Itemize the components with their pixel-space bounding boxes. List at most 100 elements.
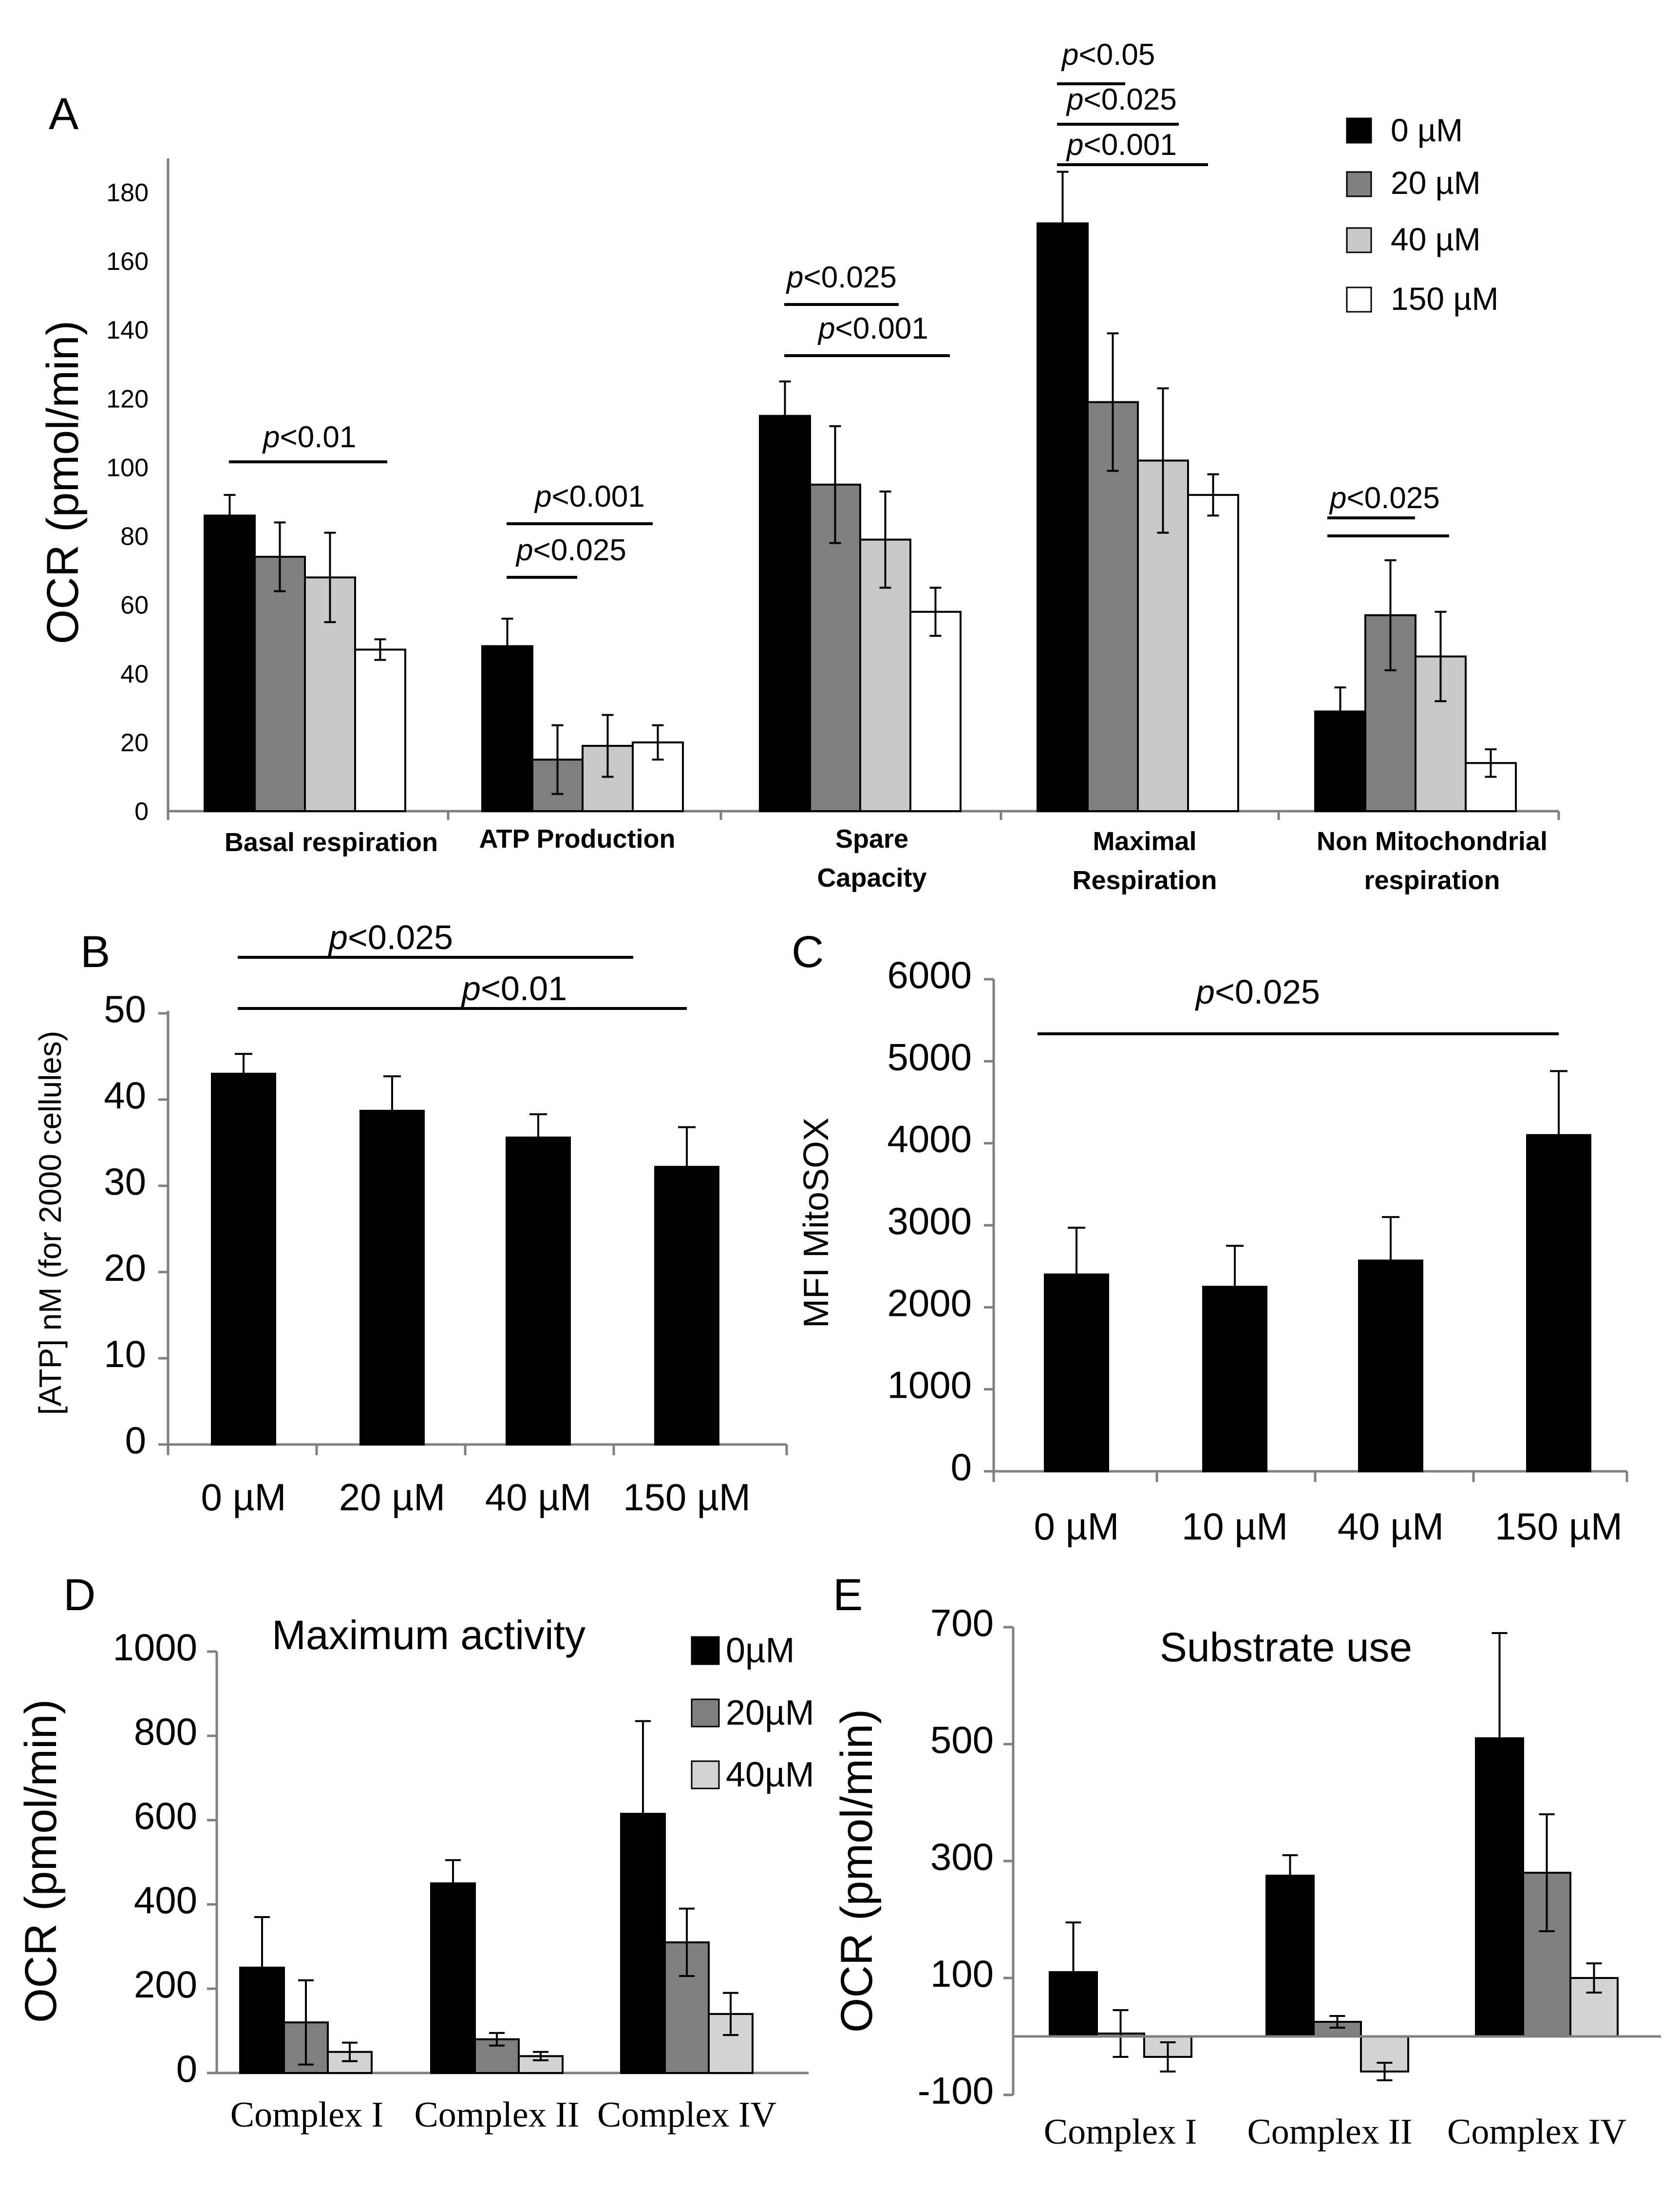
panel-d: D Maximum activity 0 200 400 600 800 1000 OCR… <box>16 1570 814 2135</box>
y-tick-label: 600 <box>134 1794 197 1837</box>
panel-e-ticks: -100 100 300 500 700 <box>918 1601 1013 2112</box>
panel-b-bars: 0 µM 20 µM 40 µM 150 µM <box>201 1053 751 1519</box>
x-tick-label: Complex IV <box>1447 2112 1626 2152</box>
y-tick-label: 40 <box>104 1074 146 1117</box>
y-tick-label: 180 <box>106 179 149 207</box>
x-tick-label: 40 µM <box>485 1476 591 1519</box>
panel-a-pvalue: p<0.01 <box>262 420 356 454</box>
panel-c-y-label: MFI MitoSOX <box>797 1118 836 1328</box>
y-tick-label: 700 <box>930 1601 994 1644</box>
x-tick-label: Complex II <box>1247 2112 1412 2152</box>
legend-label: 0 µM <box>1391 112 1463 148</box>
y-tick-label: 20 <box>104 1246 146 1289</box>
legend-label: 20µM <box>726 1693 814 1732</box>
y-tick-label: 200 <box>134 1963 197 2006</box>
y-tick-label: 30 <box>104 1160 146 1203</box>
y-tick-label: 1000 <box>887 1364 972 1407</box>
x-tick-label: 40 µM <box>1338 1505 1444 1548</box>
panel-d-legend: 0µM 20µM 40µM <box>691 1631 814 1794</box>
panel-a-gridlines: 0 20 40 60 80 100 120 140 160 180 <box>106 179 1560 826</box>
panel-c-bars: 0 µM 10 µM 40 µM 150 µM <box>1034 1070 1623 1548</box>
bar-0um <box>1265 1875 1315 2037</box>
y-tick-label: 100 <box>930 1952 994 1995</box>
panel-e-bars: Complex I Complex II Complex IV <box>1044 1632 1626 2152</box>
y-tick-label: 3000 <box>887 1199 972 1242</box>
x-tick-label: Complex IV <box>597 2095 776 2135</box>
bar-40um <box>518 2055 564 2074</box>
y-tick-label: 0 <box>125 1419 146 1462</box>
panel-a-legend: 0 µM 20 µM 40 µM 150 µM <box>1346 112 1498 317</box>
panel-a-category-maximal-respiration: Maximal Respiration <box>1072 827 1217 895</box>
legend-swatch-20um <box>1346 171 1372 197</box>
y-tick-label: 800 <box>134 1710 197 1753</box>
y-tick-label: 100 <box>106 454 149 482</box>
y-tick-label: 300 <box>930 1835 994 1878</box>
panel-a-pvalue: p<0.025 <box>515 533 626 567</box>
x-tick-label: Complex I <box>1044 2112 1197 2152</box>
y-tick-label: 120 <box>106 385 149 413</box>
bar <box>1526 1134 1591 1472</box>
panel-d-label: D <box>63 1570 95 1620</box>
bar-150um <box>909 610 962 813</box>
panel-a-category-atp-production: ATP Production <box>479 824 676 854</box>
bar-150um <box>354 648 406 813</box>
panel-a-y-label: OCR (pmol/min) <box>38 321 88 644</box>
y-tick-label: 10 <box>104 1332 146 1375</box>
bar-150um <box>1187 494 1239 812</box>
panel-a-category-basal-respiration: Basal respiration <box>225 828 438 857</box>
x-tick-label: Complex I <box>230 2095 383 2135</box>
y-tick-label: 400 <box>134 1879 197 1921</box>
panel-b-ticks: 0 10 20 30 40 50 <box>104 988 788 1462</box>
panel-b-y-label: [ATP] nM (for 2000 cellules) <box>33 1031 68 1415</box>
bar <box>1202 1286 1267 1472</box>
bar <box>654 1166 719 1446</box>
legend-swatch-40um <box>691 1760 720 1789</box>
legend-label: 0µM <box>726 1631 795 1670</box>
legend-swatch-20um <box>691 1698 720 1728</box>
panel-c-pvalue: p<0.025 <box>1195 973 1320 1011</box>
x-tick-label: 20 µM <box>339 1476 445 1519</box>
y-tick-label: 5000 <box>887 1035 972 1078</box>
legend-swatch-40um <box>1346 227 1372 253</box>
panel-b-label: B <box>80 927 110 977</box>
panel-a-bars <box>204 171 1517 813</box>
y-tick-label: 6000 <box>887 953 972 996</box>
panel-a-label: A <box>49 89 79 139</box>
panel-a-pvalue: p<0.001 <box>817 312 928 345</box>
panel-b: B 0 10 20 30 40 50 [ATP] nM (for 2000 cellule… <box>33 918 788 1519</box>
bar-0um <box>204 514 256 812</box>
panel-e: E Substrate use -100 100 300 500 700 OCR (pm… <box>832 1570 1661 2152</box>
x-tick-label: 0 µM <box>201 1476 286 1519</box>
panel-a-pvalue: p<0.025 <box>1329 481 1440 515</box>
panel-a-pvalue: p<0.025 <box>786 261 897 294</box>
panel-d-y-label: OCR (pmol/min) <box>16 1699 66 2023</box>
legend-label: 40µM <box>726 1755 814 1794</box>
bar <box>1358 1259 1423 1472</box>
x-tick-label: 10 µM <box>1182 1505 1288 1548</box>
bar <box>211 1072 276 1445</box>
y-tick-label: 2000 <box>887 1281 972 1324</box>
y-tick-label: 500 <box>930 1718 994 1761</box>
legend-swatch-150um <box>1346 286 1372 313</box>
panel-e-label: E <box>833 1570 863 1620</box>
bar-20um <box>254 555 306 812</box>
panel-e-title: Substrate use <box>1160 1624 1412 1670</box>
panel-c-label: C <box>792 927 824 977</box>
panel-a-pvalue: p<0.001 <box>1066 128 1177 162</box>
x-tick-label: 150 µM <box>1495 1505 1623 1548</box>
y-tick-label: 140 <box>106 316 149 344</box>
legend-label: 150 µM <box>1391 281 1498 317</box>
panel-d-ticks: 0 200 400 600 800 1000 <box>113 1626 217 2090</box>
bar-0um <box>430 1882 476 2074</box>
panel-a-category-non-mitochondrial-respiration: Non Mitochondrial respiration <box>1317 827 1548 895</box>
panel-d-bars: Complex I Complex II Complex IV <box>230 1720 776 2135</box>
panel-a-pvalue: p<0.025 <box>1066 83 1177 116</box>
y-tick-label: 80 <box>120 523 149 551</box>
legend-label: 40 µM <box>1391 221 1481 257</box>
panel-b-pvalue: p<0.01 <box>461 969 567 1007</box>
panel-c-ticks: 0 1000 2000 3000 4000 5000 6000 <box>887 953 1628 1488</box>
bar-0um <box>759 415 811 812</box>
y-tick-label: 60 <box>120 591 149 620</box>
